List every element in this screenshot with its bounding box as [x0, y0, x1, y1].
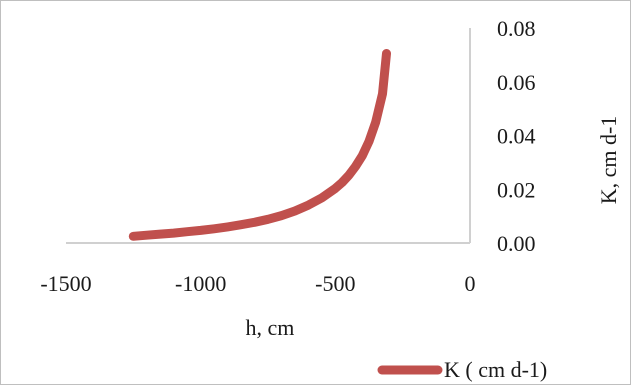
y-tick-label: 0.00 — [497, 231, 536, 256]
y-tick-label: 0.08 — [497, 16, 536, 41]
x-tick-label: -1500 — [40, 271, 91, 296]
axes: -1500 -1000 -500 0 0.08 0.06 0.04 0.02 0.00 — [40, 16, 535, 296]
x-tick-label: 0 — [465, 271, 476, 296]
x-tick-label: -500 — [315, 271, 355, 296]
x-tick-label: -1000 — [175, 271, 226, 296]
legend-label: K ( cm d-1) — [444, 357, 547, 382]
y-tick-label: 0.02 — [497, 177, 536, 202]
series-line — [128, 49, 391, 241]
x-axis-label: h, cm — [246, 315, 295, 340]
legend: K ( cm d-1) — [377, 357, 547, 382]
series-layer — [128, 49, 391, 241]
y-tick-label: 0.06 — [497, 70, 536, 95]
y-axis-label: K, cm d-1 — [596, 116, 621, 205]
y-tick-label: 0.04 — [497, 124, 536, 149]
